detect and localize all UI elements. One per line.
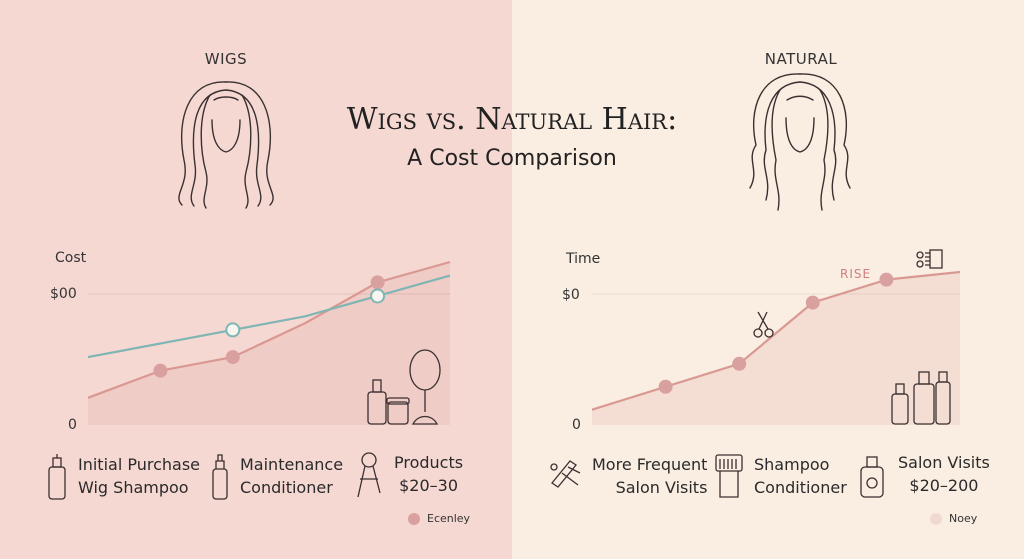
wig-illustration (178, 81, 274, 209)
left-legend-2-line2: Conditioner (240, 478, 333, 497)
left-legend-2: Maintenance Conditioner (210, 453, 343, 501)
chart0-series-1-line (87, 274, 451, 359)
left-badge: Ecenley (408, 512, 470, 525)
left-plot (87, 260, 451, 425)
brush-icon (357, 452, 381, 498)
chart1-series-0-line (591, 270, 961, 411)
bottle-icon (48, 454, 66, 500)
left-badge-text: Ecenley (427, 512, 471, 525)
right-legend-2-line1: Shampoo (754, 455, 830, 474)
left-legend-2-line1: Maintenance (240, 455, 344, 474)
right-legend-3-line1: Salon Visits (898, 453, 990, 472)
left-legend-1-line2: Wig Shampoo (78, 478, 189, 497)
right-legend-1-line1: More Frequent (592, 455, 708, 474)
right-badge-dot (930, 512, 942, 525)
wigs-label: WIGS (204, 50, 248, 68)
left-legend-3: Products $20–30 (354, 451, 463, 501)
chart0-series-0-line (87, 260, 451, 399)
left-ytick-zero: 0 (68, 417, 77, 433)
right-plot (591, 270, 961, 425)
salon-bottles-icon (860, 456, 884, 498)
right-ylabel: Time (566, 251, 601, 267)
chart1-marker-2 (805, 295, 820, 310)
right-legend-3: Salon Visits $20–200 (858, 451, 990, 499)
left-ytick-top: $00 (50, 286, 77, 302)
left-ylabel: Cost (55, 250, 87, 266)
page-subtitle: A Cost Comparison (407, 146, 617, 171)
chart0-area-fill (88, 262, 450, 425)
conditioner-icon (212, 454, 228, 500)
right-legend-2: Shampoo Conditioner (714, 453, 847, 499)
left-legend-3-line1: Products (394, 453, 464, 472)
right-legend-1-line2: Salon Visits (615, 478, 708, 497)
mirror-icon (409, 349, 441, 425)
left-legend-1-line1: Initial Purchase (78, 455, 201, 474)
right-legend-3-line2: $20–200 (909, 476, 979, 495)
left-legend-3-line2: $20–30 (399, 476, 458, 495)
comb-icon (715, 454, 743, 498)
chart1-area-fill (592, 272, 960, 425)
chart0-marker-1 (225, 350, 240, 365)
chart0-marker-0 (153, 363, 168, 378)
chart0-marker-2 (370, 275, 385, 290)
natural-label: NATURAL (764, 50, 838, 68)
right-legend-2-line2: Conditioner (754, 478, 847, 497)
chart0-marker-4 (370, 288, 386, 304)
right-badge-text: Noey (949, 512, 978, 525)
chart1-marker-0 (658, 379, 673, 394)
comb-scissors-icon (916, 249, 943, 269)
hair-tools-icon (550, 460, 581, 488)
natural-hair-illustration (749, 73, 851, 211)
right-badge: Noey (930, 512, 977, 525)
natural-panel (512, 0, 1024, 559)
scissors-icon (753, 311, 774, 338)
page-title: Wigs vs. Natural Hair: (346, 102, 678, 137)
right-ytick-zero: 0 (572, 417, 581, 433)
right-ytick-top: $0 (562, 287, 580, 303)
right-legend-1: More Frequent Salon Visits (548, 453, 707, 499)
left-legend-1: Initial Purchase Wig Shampoo (46, 453, 200, 501)
chart0-marker-3 (225, 322, 241, 338)
left-badge-dot (408, 512, 420, 525)
product-bottles-icon (367, 379, 410, 425)
right-bottles-icon (891, 371, 951, 425)
chart1-marker-3 (879, 272, 894, 287)
rise-annotation: RISE (840, 267, 872, 281)
chart1-marker-1 (732, 356, 747, 371)
